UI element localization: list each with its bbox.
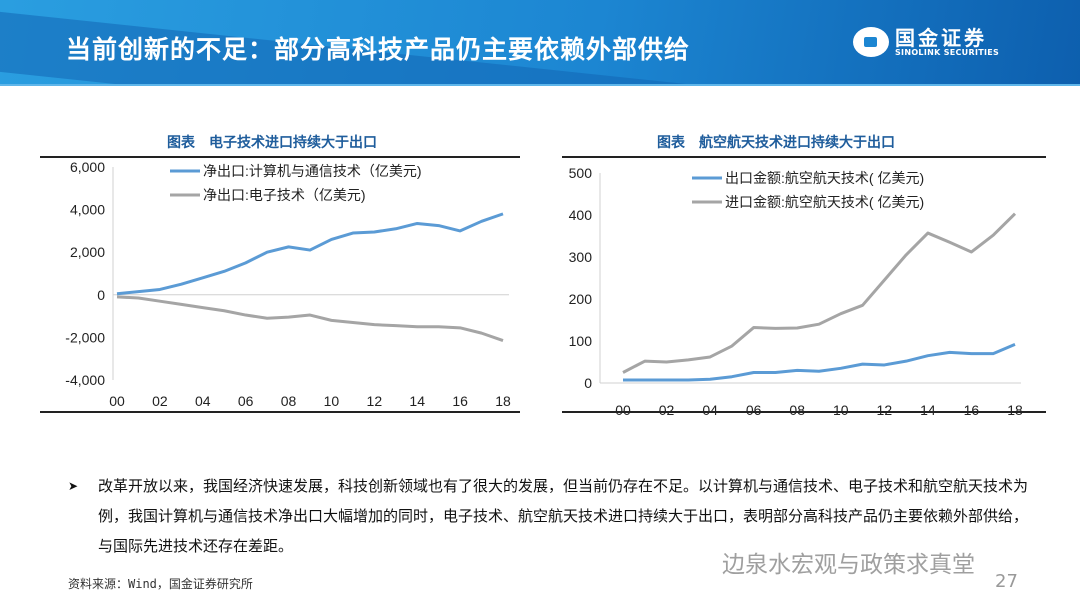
x-tick-label: 04: [195, 393, 211, 409]
legend-label: 净出口:计算机与通信技术（亿美元): [203, 163, 422, 179]
bullet-arrow-icon: ➤: [68, 479, 79, 493]
x-tick-label: 12: [367, 393, 383, 409]
chart-bottom-rule-right: [562, 411, 1046, 413]
logo-cn: 国金证券: [895, 25, 987, 50]
x-tick-label: 18: [1007, 402, 1023, 418]
y-tick-label: 6,000: [70, 159, 105, 175]
y-tick-label: 2,000: [70, 244, 105, 260]
series-line-1-1: [622, 212, 1017, 374]
y-tick-label: -4,000: [65, 372, 105, 388]
chart-title-left: 图表 电子技术进口持续大于出口: [167, 135, 377, 151]
bullet-paragraph: ➤ 改革开放以来，我国经济快速发展，科技创新领域也有了很大的发展，但当前仍存在不…: [68, 471, 1028, 561]
x-tick-label: 10: [833, 402, 849, 418]
x-tick-label: 02: [152, 393, 168, 409]
legend-label: 进口金额:航空航天技术( 亿美元): [725, 194, 924, 210]
x-tick-label: 06: [238, 393, 254, 409]
logo: 国金证券 SINOLINK SECURITIES: [853, 27, 999, 57]
y-tick-label: 400: [569, 207, 593, 223]
x-tick-label: 00: [615, 402, 631, 418]
x-tick-label: 00: [109, 393, 125, 409]
x-tick-label: 16: [964, 402, 980, 418]
chart-top-rule-right: [562, 156, 1046, 158]
logo-icon: [853, 27, 889, 57]
logo-en: SINOLINK SECURITIES: [895, 47, 1000, 57]
watermark: 边泉水宏观与政策求真堂: [722, 552, 975, 578]
y-tick-label: 200: [569, 291, 593, 307]
x-tick-label: 10: [324, 393, 340, 409]
y-tick-label: 300: [569, 249, 593, 265]
y-tick-label: 0: [97, 287, 105, 303]
x-tick-label: 08: [281, 393, 297, 409]
x-tick-label: 02: [659, 402, 675, 418]
source-note: 资料来源：Wind，国金证券研究所: [68, 577, 253, 591]
bullet-text: 改革开放以来，我国经济快速发展，科技创新领域也有了很大的发展，但当前仍存在不足。…: [98, 477, 1029, 555]
header-divider: [0, 84, 1080, 86]
x-tick-label: 14: [409, 393, 425, 409]
y-tick-label: 0: [584, 375, 592, 391]
series-line-0-1: [116, 295, 504, 343]
chart-bottom-rule-left: [40, 411, 520, 413]
header-bar: 当前创新的不足：部分高科技产品仍主要依赖外部供给 国金证券 SINOLINK S…: [0, 0, 1080, 84]
x-tick-label: 08: [789, 402, 805, 418]
y-tick-label: 500: [569, 165, 593, 181]
x-tick-label: 14: [920, 402, 936, 418]
x-tick-label: 18: [495, 393, 511, 409]
y-tick-label: 100: [569, 333, 593, 349]
y-tick-label: 4,000: [70, 202, 105, 218]
y-tick-label: -2,000: [65, 329, 105, 345]
legend-label: 出口金额:航空航天技术( 亿美元): [725, 170, 924, 186]
chart-top-rule-left: [40, 156, 520, 158]
series-line-1-0: [623, 342, 1016, 382]
x-tick-label: 12: [877, 402, 893, 418]
x-tick-label: 04: [702, 402, 718, 418]
page-number: 27: [995, 571, 1018, 592]
series-line-0-0: [116, 212, 504, 296]
x-tick-label: 06: [746, 402, 762, 418]
legend-label: 净出口:电子技术（亿美元): [203, 187, 366, 203]
page-title: 当前创新的不足：部分高科技产品仍主要依赖外部供给: [66, 35, 691, 64]
x-tick-label: 16: [452, 393, 468, 409]
chart-title-right: 图表 航空航天技术进口持续大于出口: [657, 135, 895, 151]
